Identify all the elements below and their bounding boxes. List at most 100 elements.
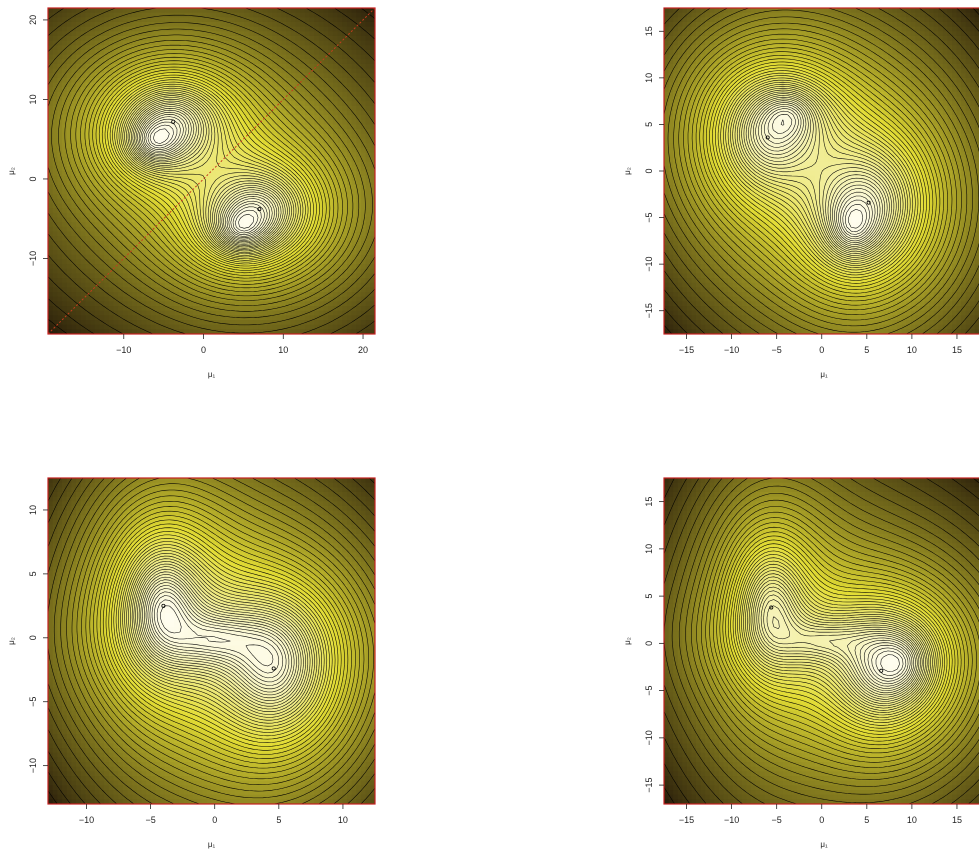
contour-level-line: [71, 478, 375, 799]
contour-level-line: [118, 87, 301, 258]
contour-level-line: [131, 561, 311, 712]
contour-level-line: [51, 28, 373, 312]
contour-level-line: [64, 40, 360, 301]
contour-level-line: [137, 108, 278, 243]
contour-level-line: [664, 478, 979, 804]
contour-level-line: [752, 100, 886, 247]
x-tick-label: 10: [338, 815, 348, 825]
contour-level-line: [81, 489, 369, 785]
contour-level-line: [752, 579, 928, 707]
contour-level-line: [871, 647, 907, 679]
contour-level-line: [85, 495, 365, 780]
contour-level-line: [112, 81, 309, 263]
contour-level-line: [667, 16, 973, 333]
contour-level-line: [737, 554, 943, 726]
contour-panel-top-right: −15 −10 −5 0 5 10 15 μ₁ −15 −10 −5 0 5 10 15 μ₂: [623, 7, 979, 379]
y-tick-label: 10: [28, 505, 38, 515]
contour-level-line: [678, 478, 979, 804]
contour-level-line: [104, 74, 317, 269]
contour-level-line: [138, 571, 302, 701]
contour-level-line: [717, 70, 921, 278]
contour-level-line: [664, 8, 979, 334]
contour-level-line: [149, 124, 259, 232]
contour-level-line: [156, 599, 274, 667]
y-tick-label: −5: [28, 697, 38, 707]
contour-level-line: [147, 121, 262, 234]
contour-level-line: [691, 485, 979, 787]
y-axis-title: μ₂: [7, 637, 16, 645]
y-axis-title: μ₂: [623, 637, 632, 645]
contour-level-line: [93, 506, 356, 769]
x-axis-title: μ₁: [820, 370, 828, 379]
y-tick-label: 5: [644, 594, 654, 599]
plot-frame: [47, 7, 376, 335]
contour-level-line: [154, 595, 280, 674]
contour-level-line: [145, 582, 292, 690]
contour-level-line: [743, 93, 895, 254]
contour-level-line: [854, 637, 915, 689]
y-tick-label: 10: [644, 73, 654, 83]
contour-level-line: [732, 547, 948, 732]
mode-marker: [769, 605, 774, 610]
x-tick-label: 15: [952, 345, 962, 355]
mode-marker: [271, 666, 276, 671]
y-tick-label: 10: [644, 544, 654, 554]
contour-level-line: [750, 576, 930, 709]
contour-level-line: [741, 91, 897, 256]
x-tick-label: 10: [907, 345, 917, 355]
contour-level-line: [53, 478, 375, 804]
contour-level-line: [124, 550, 320, 724]
contour-level-line: [754, 583, 926, 704]
contour-level-line: [750, 98, 888, 249]
plot-frame: [47, 477, 376, 805]
plot-frame: [663, 477, 979, 805]
contour-level-line: [687, 38, 953, 311]
contour-panel-bottom-right: −15 −10 −5 0 5 10 15 μ₁ −15 −10 −5 0 5 10 15 μ₂: [623, 477, 979, 849]
contour-level-line: [126, 553, 318, 721]
mode-marker: [171, 119, 176, 124]
contour-level-line: [88, 60, 335, 282]
y-axis: −15 −10 −5 0 5 10 15 μ₂: [623, 26, 664, 318]
contour-level-line: [664, 478, 979, 804]
contour-level-line: [848, 209, 864, 229]
y-tick-label: 10: [28, 94, 38, 104]
contour-level-line: [664, 8, 979, 334]
y-tick-label: 15: [644, 497, 654, 507]
contour-level-line: [120, 544, 325, 730]
mode-marker: [879, 668, 884, 673]
contour-level-line: [75, 49, 348, 292]
y-tick-label: −15: [644, 303, 654, 318]
contour-level-line: [741, 560, 939, 721]
contour-level-line: [92, 63, 331, 279]
contour-level-line: [766, 605, 918, 694]
contour-level-line: [107, 77, 314, 267]
contour-level-line: [780, 119, 867, 233]
contour-level-line: [80, 53, 343, 289]
contour-level-line: [48, 478, 375, 804]
contour-level-line: [135, 106, 280, 244]
contour-level-line: [699, 51, 941, 298]
contour-level-line: [134, 104, 282, 245]
contour-level-line: [48, 22, 375, 319]
contour-level-line: [96, 510, 352, 764]
contour-level-line: [743, 563, 937, 718]
x-axis: −10 −5 0 5 10 μ₁: [79, 804, 348, 849]
contour-level-line: [664, 8, 979, 334]
y-tick-label: −10: [28, 251, 38, 266]
contour-level-line: [99, 515, 349, 759]
contour-level-line: [143, 116, 268, 237]
x-axis: −10 0 10 20 μ₁: [116, 334, 368, 379]
y-axis: −15 −10 −5 0 5 10 15 μ₂: [623, 497, 664, 793]
y-tick-label: 0: [28, 176, 38, 181]
y-tick-label: −10: [28, 758, 38, 773]
x-tick-label: −15: [679, 345, 694, 355]
contour-level-line: [48, 8, 375, 334]
contour-level-line: [745, 567, 935, 716]
diagonal-line: [47, 7, 376, 335]
contour-level-line: [115, 538, 330, 737]
mode-marker: [866, 200, 871, 205]
contour-level-line: [114, 83, 306, 261]
contour-level-line: [685, 478, 979, 795]
contour-level-line: [66, 478, 375, 804]
contour-level-line: [736, 87, 901, 260]
